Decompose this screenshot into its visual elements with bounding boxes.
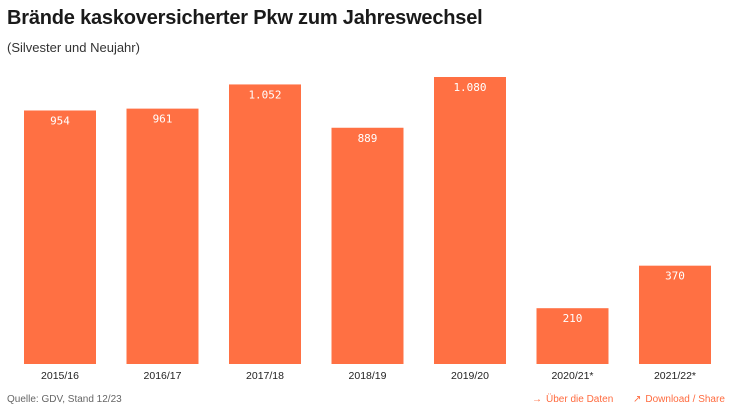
bar-value-label: 954: [50, 114, 70, 127]
bar-value-label: 1.052: [248, 88, 281, 101]
bar-2020/21*[interactable]: [536, 308, 609, 364]
bar-value-label: 889: [358, 132, 378, 145]
chart-subtitle: (Silvester und Neujahr): [7, 40, 140, 55]
bar-value-label: 210: [563, 312, 583, 325]
bar-2015/16[interactable]: [24, 110, 96, 364]
category-label: 2015/16: [41, 370, 79, 382]
category-label: 2019/20: [451, 370, 489, 382]
source-note: Quelle: GDV, Stand 12/23: [7, 394, 122, 405]
bar-2016/17[interactable]: [126, 108, 199, 365]
category-label: 2018/19: [349, 370, 387, 382]
bar-2019/20[interactable]: [434, 77, 506, 364]
about-data-label: Über die Daten: [546, 394, 614, 405]
bar-value-label: 370: [665, 270, 685, 283]
arrow-right-icon: →: [532, 394, 542, 405]
about-data-link[interactable]: → Über die Daten: [532, 394, 613, 405]
chart-title: Brände kaskoversicherter Pkw zum Jahresw…: [7, 7, 483, 29]
category-label: 2016/17: [144, 370, 182, 382]
bar-2017/18[interactable]: [229, 84, 301, 365]
download-share-link[interactable]: ↗ Download / Share: [633, 394, 725, 405]
category-label: 2017/18: [246, 370, 284, 382]
bar-value-label: 961: [153, 113, 173, 126]
category-label: 2021/22*: [654, 370, 696, 382]
download-share-label: Download / Share: [645, 394, 725, 405]
bar-2021/22*[interactable]: [639, 265, 711, 364]
bar-2018/19[interactable]: [331, 127, 404, 364]
bar-value-label: 1.080: [453, 81, 486, 94]
category-label: 2020/21*: [551, 370, 593, 382]
arrow-up-right-icon: ↗: [633, 394, 642, 405]
